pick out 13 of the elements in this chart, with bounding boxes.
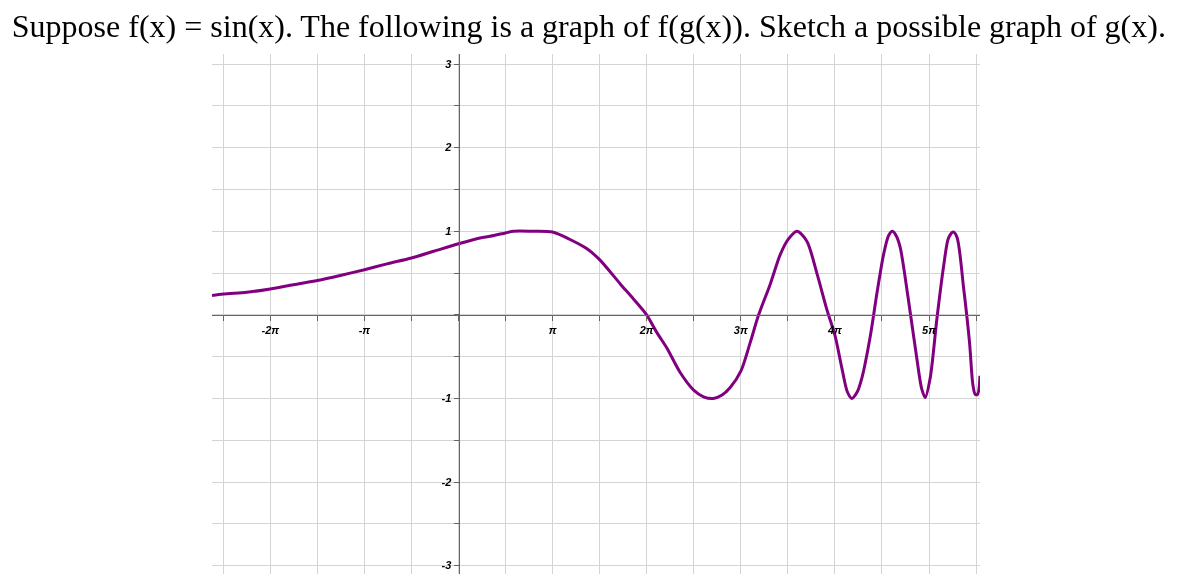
y-tick-label: -2 (441, 475, 452, 488)
chart-title: Suppose f(x) = sin(x). The following is a graph of f(g(x)). Sketch a possible graph of g(x). (11, 8, 1166, 45)
y-tick-label: -3 (441, 559, 452, 572)
x-tick-label: 2π (638, 324, 654, 337)
y-tick-label: 2 (444, 141, 452, 154)
x-tick-label: 3π (733, 324, 748, 337)
line-series (212, 229, 980, 400)
x-tick-label: -π (358, 324, 371, 337)
y-tick-label: 1 (445, 225, 452, 238)
x-tick-label: -2π (261, 324, 280, 337)
x-tick-label: π (548, 324, 557, 337)
y-tick-label: 3 (445, 57, 452, 70)
y-tick-label: -1 (441, 392, 452, 405)
